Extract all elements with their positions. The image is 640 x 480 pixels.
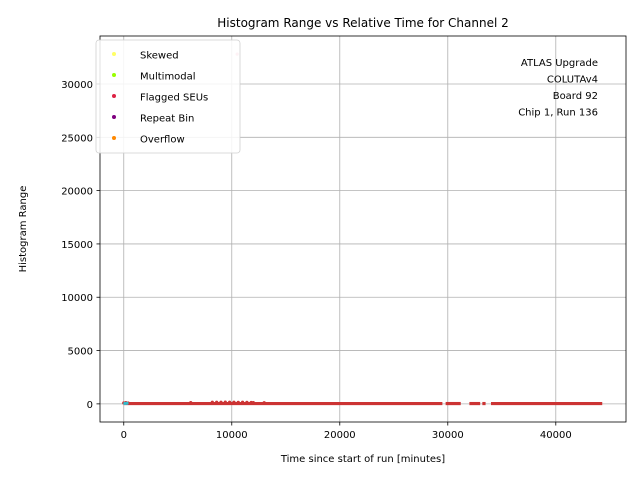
annotation-text: ATLAS Upgrade COLUTAv4 Board 92 Chip 1, Run… bbox=[518, 58, 598, 119]
legend-box bbox=[95, 39, 241, 154]
legend-marker bbox=[112, 52, 116, 56]
legend-marker bbox=[112, 73, 116, 77]
x-tick-label: 30000 bbox=[432, 430, 464, 441]
axis-ticks: 0 10000 20000 30000 40000 0 5000 10000 15000 2000… bbox=[61, 80, 572, 441]
data-point bbox=[228, 400, 232, 404]
data-point bbox=[236, 400, 240, 404]
data-point bbox=[245, 400, 249, 404]
y-tick-label: 0 bbox=[87, 400, 93, 411]
x-tick-label: 10000 bbox=[216, 430, 248, 441]
series-start bbox=[123, 401, 129, 406]
y-tick-label: 25000 bbox=[61, 133, 93, 144]
annotation-line: COLUTAv4 bbox=[547, 75, 598, 86]
annotation-line: Board 92 bbox=[553, 91, 598, 102]
annotation-line: ATLAS Upgrade bbox=[521, 58, 598, 69]
series-histogram-range bbox=[122, 400, 603, 406]
plot-frame bbox=[99, 35, 627, 423]
legend-label: Flagged SEUs bbox=[140, 93, 208, 104]
x-axis-label: Time since start of run [minutes] bbox=[280, 454, 445, 465]
x-tick-label: 20000 bbox=[324, 430, 356, 441]
legend-label: Overflow bbox=[140, 135, 185, 146]
legend-marker bbox=[112, 136, 116, 140]
legend-marker bbox=[112, 94, 116, 98]
data-point bbox=[223, 400, 227, 404]
y-tick-label: 30000 bbox=[61, 80, 93, 91]
y-tick-label: 5000 bbox=[68, 347, 93, 358]
data-point bbox=[219, 400, 223, 404]
legend: Skewed Multimodal Flagged SEUs Repeat Bin Ov… bbox=[95, 39, 241, 154]
data-point bbox=[189, 400, 193, 405]
legend-label: Skewed bbox=[140, 51, 179, 62]
data-point bbox=[262, 401, 266, 405]
x-tick-label: 40000 bbox=[540, 430, 572, 441]
data-point bbox=[215, 400, 219, 404]
data-point bbox=[240, 400, 245, 404]
legend-label: Multimodal bbox=[140, 72, 196, 83]
y-tick-label: 10000 bbox=[61, 293, 93, 304]
x-tick-label: 0 bbox=[121, 430, 127, 441]
y-axis-label: Histogram Range bbox=[18, 186, 29, 273]
legend-marker bbox=[112, 115, 116, 119]
data-point bbox=[210, 400, 214, 404]
data-points bbox=[122, 52, 603, 406]
chart-title: Histogram Range vs Relative Time for Cha… bbox=[217, 16, 509, 30]
data-point bbox=[125, 401, 129, 405]
annotation-line: Chip 1, Run 136 bbox=[518, 108, 598, 119]
legend-label: Repeat Bin bbox=[140, 114, 194, 125]
y-tick-label: 15000 bbox=[61, 240, 93, 251]
data-point bbox=[232, 400, 236, 404]
y-tick-label: 20000 bbox=[61, 187, 93, 198]
data-point bbox=[251, 400, 255, 405]
